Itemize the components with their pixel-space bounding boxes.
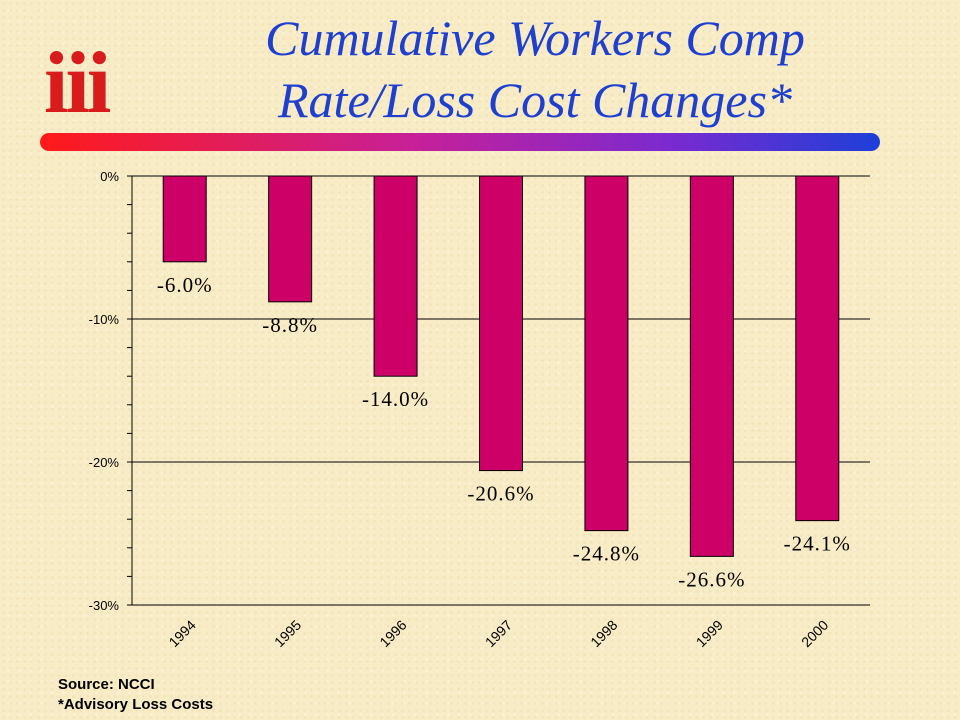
bar <box>584 175 629 532</box>
data-label: -14.0% <box>362 387 429 411</box>
data-label: -26.6% <box>678 567 745 591</box>
title-line-1: Cumulative Workers Comp <box>265 10 805 66</box>
iii-logo: iii <box>44 35 111 132</box>
x-tick-label: 1996 <box>376 617 409 650</box>
bar <box>479 175 523 472</box>
source-note: Source: NCCI <box>58 676 155 693</box>
y-tick-label: -30% <box>89 598 120 613</box>
bar <box>689 175 734 557</box>
y-tick-label: 0% <box>100 169 119 184</box>
y-tick-label: -20% <box>89 455 120 470</box>
title-line-2: Rate/Loss Cost Changes* <box>278 72 792 128</box>
footnote: *Advisory Loss Costs <box>58 696 214 713</box>
data-label: -6.0% <box>157 273 213 297</box>
x-tick-label: 2000 <box>798 617 831 650</box>
axes <box>127 175 133 606</box>
bar <box>162 175 207 263</box>
title-underline-rule <box>40 133 880 151</box>
data-label: -8.8% <box>262 313 318 337</box>
x-tick-label: 1998 <box>587 617 620 650</box>
x-tick-label: 1997 <box>482 617 515 650</box>
x-tick-label: 1994 <box>165 617 198 650</box>
bars <box>162 175 840 557</box>
x-tick-label: 1995 <box>271 617 304 650</box>
bar <box>373 175 418 377</box>
x-tick-label: 1999 <box>693 617 726 650</box>
bar <box>268 175 313 303</box>
y-tick-label: -10% <box>89 312 120 327</box>
bar <box>795 175 840 522</box>
data-label: -24.1% <box>784 532 851 556</box>
data-label: -24.8% <box>573 542 640 566</box>
data-label: -20.6% <box>467 482 534 506</box>
